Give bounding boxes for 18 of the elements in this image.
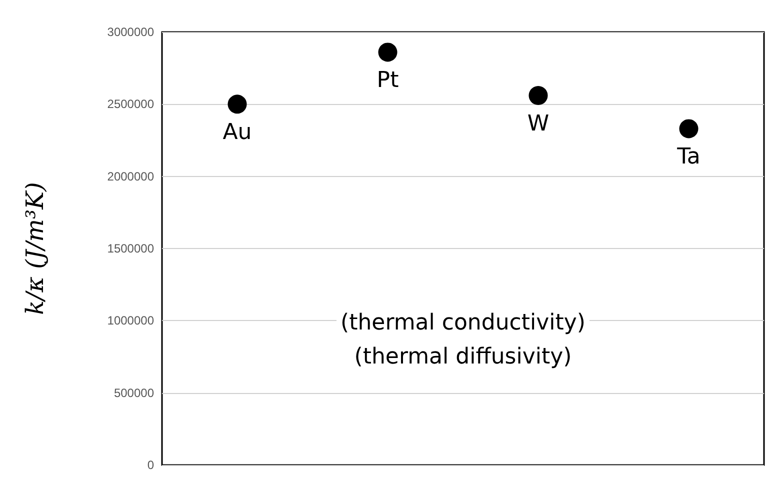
data-label: Au xyxy=(222,120,252,146)
y-tick-label: 0 xyxy=(147,458,154,472)
annotation: (thermal diffusivity) xyxy=(354,344,572,370)
point xyxy=(528,86,548,105)
point xyxy=(378,42,398,62)
y-tick-label: 3000000 xyxy=(107,25,154,39)
data-label: W xyxy=(527,112,550,137)
data-label: Ta xyxy=(676,144,700,170)
data-label: Pt xyxy=(376,68,400,94)
annotation: (thermal conductivity) xyxy=(340,310,586,336)
y-tick-label: 1000000 xyxy=(107,314,154,328)
y-tick-label: 2500000 xyxy=(107,97,154,112)
y-tick-label: 2000000 xyxy=(107,169,154,184)
point xyxy=(679,119,698,138)
y-tick-label: 1500000 xyxy=(107,242,154,256)
point xyxy=(228,94,247,114)
y-axis-title: k/κ (J/m³K) xyxy=(21,182,49,315)
y-tick-label: 500000 xyxy=(114,386,154,400)
